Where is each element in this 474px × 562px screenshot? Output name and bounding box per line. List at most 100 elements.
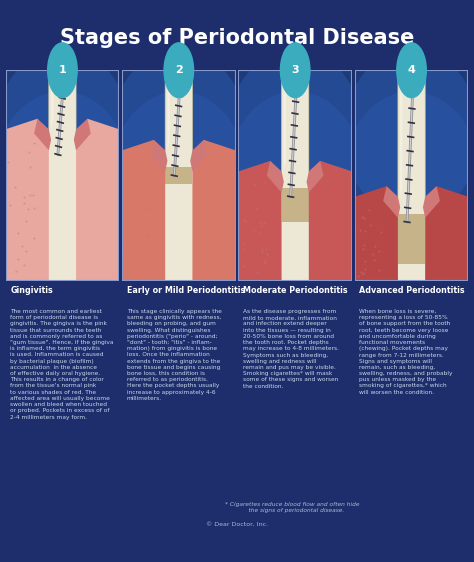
Ellipse shape [87, 192, 90, 198]
Ellipse shape [93, 273, 95, 278]
Ellipse shape [370, 255, 372, 259]
Ellipse shape [159, 234, 162, 241]
Ellipse shape [162, 275, 164, 278]
Ellipse shape [325, 267, 326, 270]
Ellipse shape [98, 239, 99, 242]
Text: Gingivitis: Gingivitis [10, 286, 53, 295]
Ellipse shape [431, 262, 433, 267]
Ellipse shape [140, 248, 141, 252]
Text: Early or Mild Periodontitis: Early or Mild Periodontitis [127, 286, 245, 295]
Ellipse shape [109, 200, 111, 203]
Ellipse shape [156, 239, 158, 244]
Ellipse shape [97, 253, 100, 260]
Ellipse shape [227, 91, 363, 260]
Ellipse shape [267, 262, 270, 267]
Ellipse shape [454, 259, 455, 262]
Ellipse shape [33, 238, 35, 244]
Ellipse shape [273, 272, 274, 277]
Ellipse shape [362, 274, 364, 277]
Ellipse shape [337, 260, 339, 264]
Polygon shape [425, 186, 468, 281]
Polygon shape [422, 245, 428, 281]
Circle shape [397, 43, 426, 98]
Ellipse shape [159, 215, 161, 220]
Ellipse shape [96, 196, 98, 200]
Ellipse shape [149, 219, 151, 224]
Ellipse shape [460, 266, 463, 272]
Ellipse shape [78, 194, 80, 198]
Polygon shape [425, 243, 468, 281]
Ellipse shape [209, 270, 211, 277]
Ellipse shape [114, 198, 117, 203]
Text: 2: 2 [175, 65, 182, 75]
Ellipse shape [126, 238, 129, 244]
Ellipse shape [85, 250, 87, 255]
Text: © Dear Doctor, Inc.: © Dear Doctor, Inc. [206, 522, 268, 527]
Ellipse shape [202, 266, 204, 270]
Ellipse shape [345, 233, 347, 238]
Ellipse shape [143, 268, 145, 273]
Polygon shape [165, 167, 192, 184]
Ellipse shape [105, 239, 107, 244]
Ellipse shape [341, 244, 343, 251]
Ellipse shape [256, 259, 258, 264]
Ellipse shape [250, 266, 252, 270]
Polygon shape [46, 66, 80, 281]
Ellipse shape [374, 250, 376, 256]
Ellipse shape [29, 265, 30, 268]
Ellipse shape [344, 49, 474, 218]
Circle shape [48, 43, 77, 98]
Polygon shape [6, 188, 49, 281]
Ellipse shape [343, 262, 346, 268]
Ellipse shape [153, 268, 155, 272]
Ellipse shape [256, 238, 258, 243]
Ellipse shape [432, 262, 434, 268]
Ellipse shape [276, 228, 278, 233]
Ellipse shape [7, 209, 9, 214]
Ellipse shape [383, 259, 385, 265]
Ellipse shape [465, 271, 466, 275]
Ellipse shape [96, 254, 98, 258]
Ellipse shape [146, 271, 148, 276]
Ellipse shape [435, 270, 437, 275]
Circle shape [164, 43, 193, 98]
Ellipse shape [453, 264, 455, 269]
Polygon shape [162, 66, 196, 281]
Ellipse shape [100, 221, 101, 224]
Ellipse shape [124, 249, 126, 254]
Ellipse shape [383, 251, 385, 255]
Ellipse shape [340, 268, 342, 274]
Ellipse shape [371, 275, 373, 280]
Ellipse shape [439, 253, 440, 256]
Polygon shape [46, 191, 52, 281]
Ellipse shape [108, 270, 109, 274]
Polygon shape [150, 140, 167, 171]
Polygon shape [309, 161, 352, 281]
Ellipse shape [339, 233, 341, 236]
Ellipse shape [231, 258, 233, 263]
Ellipse shape [34, 268, 36, 274]
Ellipse shape [378, 260, 380, 265]
Ellipse shape [220, 256, 222, 262]
Ellipse shape [277, 268, 279, 273]
Ellipse shape [457, 250, 458, 253]
Ellipse shape [269, 252, 271, 256]
Polygon shape [34, 119, 51, 151]
Ellipse shape [218, 218, 220, 224]
Ellipse shape [368, 265, 370, 271]
Ellipse shape [392, 269, 393, 273]
Ellipse shape [344, 243, 346, 248]
Ellipse shape [232, 250, 234, 253]
Text: 3: 3 [292, 65, 299, 75]
Ellipse shape [257, 262, 259, 265]
Ellipse shape [157, 255, 158, 258]
Ellipse shape [86, 273, 88, 278]
Ellipse shape [37, 260, 39, 264]
Polygon shape [383, 186, 400, 217]
Ellipse shape [196, 237, 199, 243]
Ellipse shape [443, 261, 446, 266]
Ellipse shape [217, 245, 219, 250]
Ellipse shape [445, 266, 447, 270]
Ellipse shape [465, 271, 467, 277]
Ellipse shape [335, 271, 337, 274]
